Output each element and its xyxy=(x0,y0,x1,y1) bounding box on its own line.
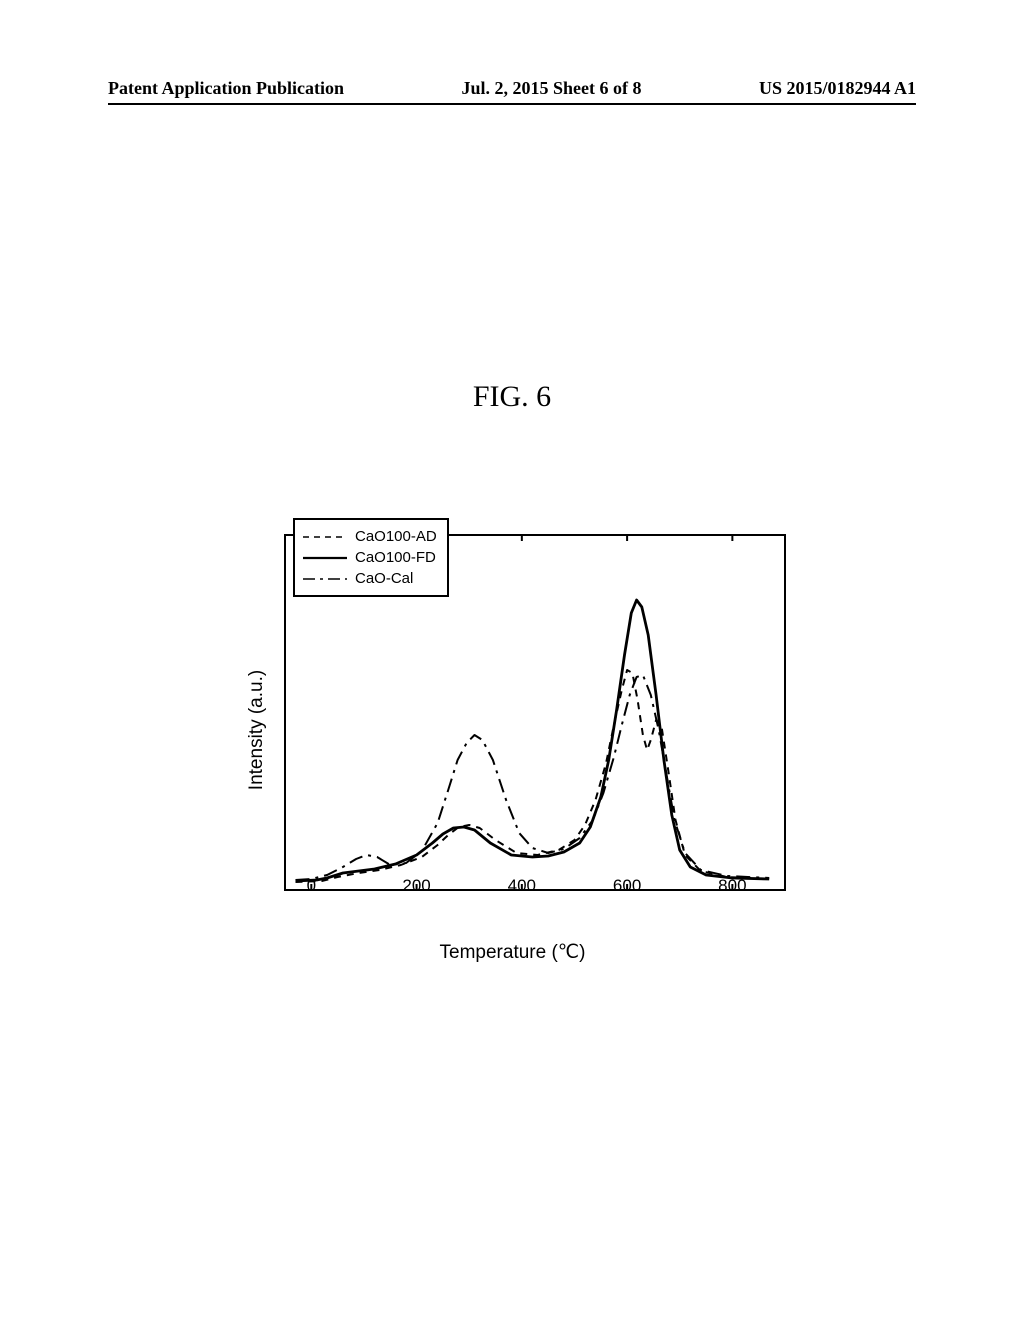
legend-label: CaO100-FD xyxy=(355,547,436,568)
legend-line-icon xyxy=(303,530,347,544)
x-tick-label: 600 xyxy=(613,876,641,896)
x-tick-label: 0 xyxy=(307,876,316,896)
x-tick-label: 200 xyxy=(402,876,430,896)
header-right: US 2015/0182944 A1 xyxy=(759,78,916,99)
x-tick-label: 800 xyxy=(718,876,746,896)
legend-box: CaO100-ADCaO100-FDCaO-Cal xyxy=(293,518,449,597)
legend-label: CaO-Cal xyxy=(355,568,413,589)
legend-item: CaO100-AD xyxy=(303,526,437,547)
figure-title: FIG. 6 xyxy=(473,380,551,414)
legend-item: CaO100-FD xyxy=(303,547,437,568)
page-header: Patent Application Publication Jul. 2, 2… xyxy=(0,78,1024,105)
header-rule xyxy=(108,103,916,105)
x-axis-label: Temperature (℃) xyxy=(440,941,586,964)
legend-label: CaO100-AD xyxy=(355,526,437,547)
header-center: Jul. 2, 2015 Sheet 6 of 8 xyxy=(462,78,642,99)
header-left: Patent Application Publication xyxy=(108,78,344,99)
legend-line-icon xyxy=(303,551,347,565)
chart-container: Intensity (a.u.) Temperature (℃) CaO100-… xyxy=(235,510,790,950)
x-tick-label: 400 xyxy=(508,876,536,896)
y-axis-label: Intensity (a.u.) xyxy=(246,670,268,790)
legend-line-icon xyxy=(303,572,347,586)
legend-item: CaO-Cal xyxy=(303,568,437,589)
header-line: Patent Application Publication Jul. 2, 2… xyxy=(108,78,916,99)
